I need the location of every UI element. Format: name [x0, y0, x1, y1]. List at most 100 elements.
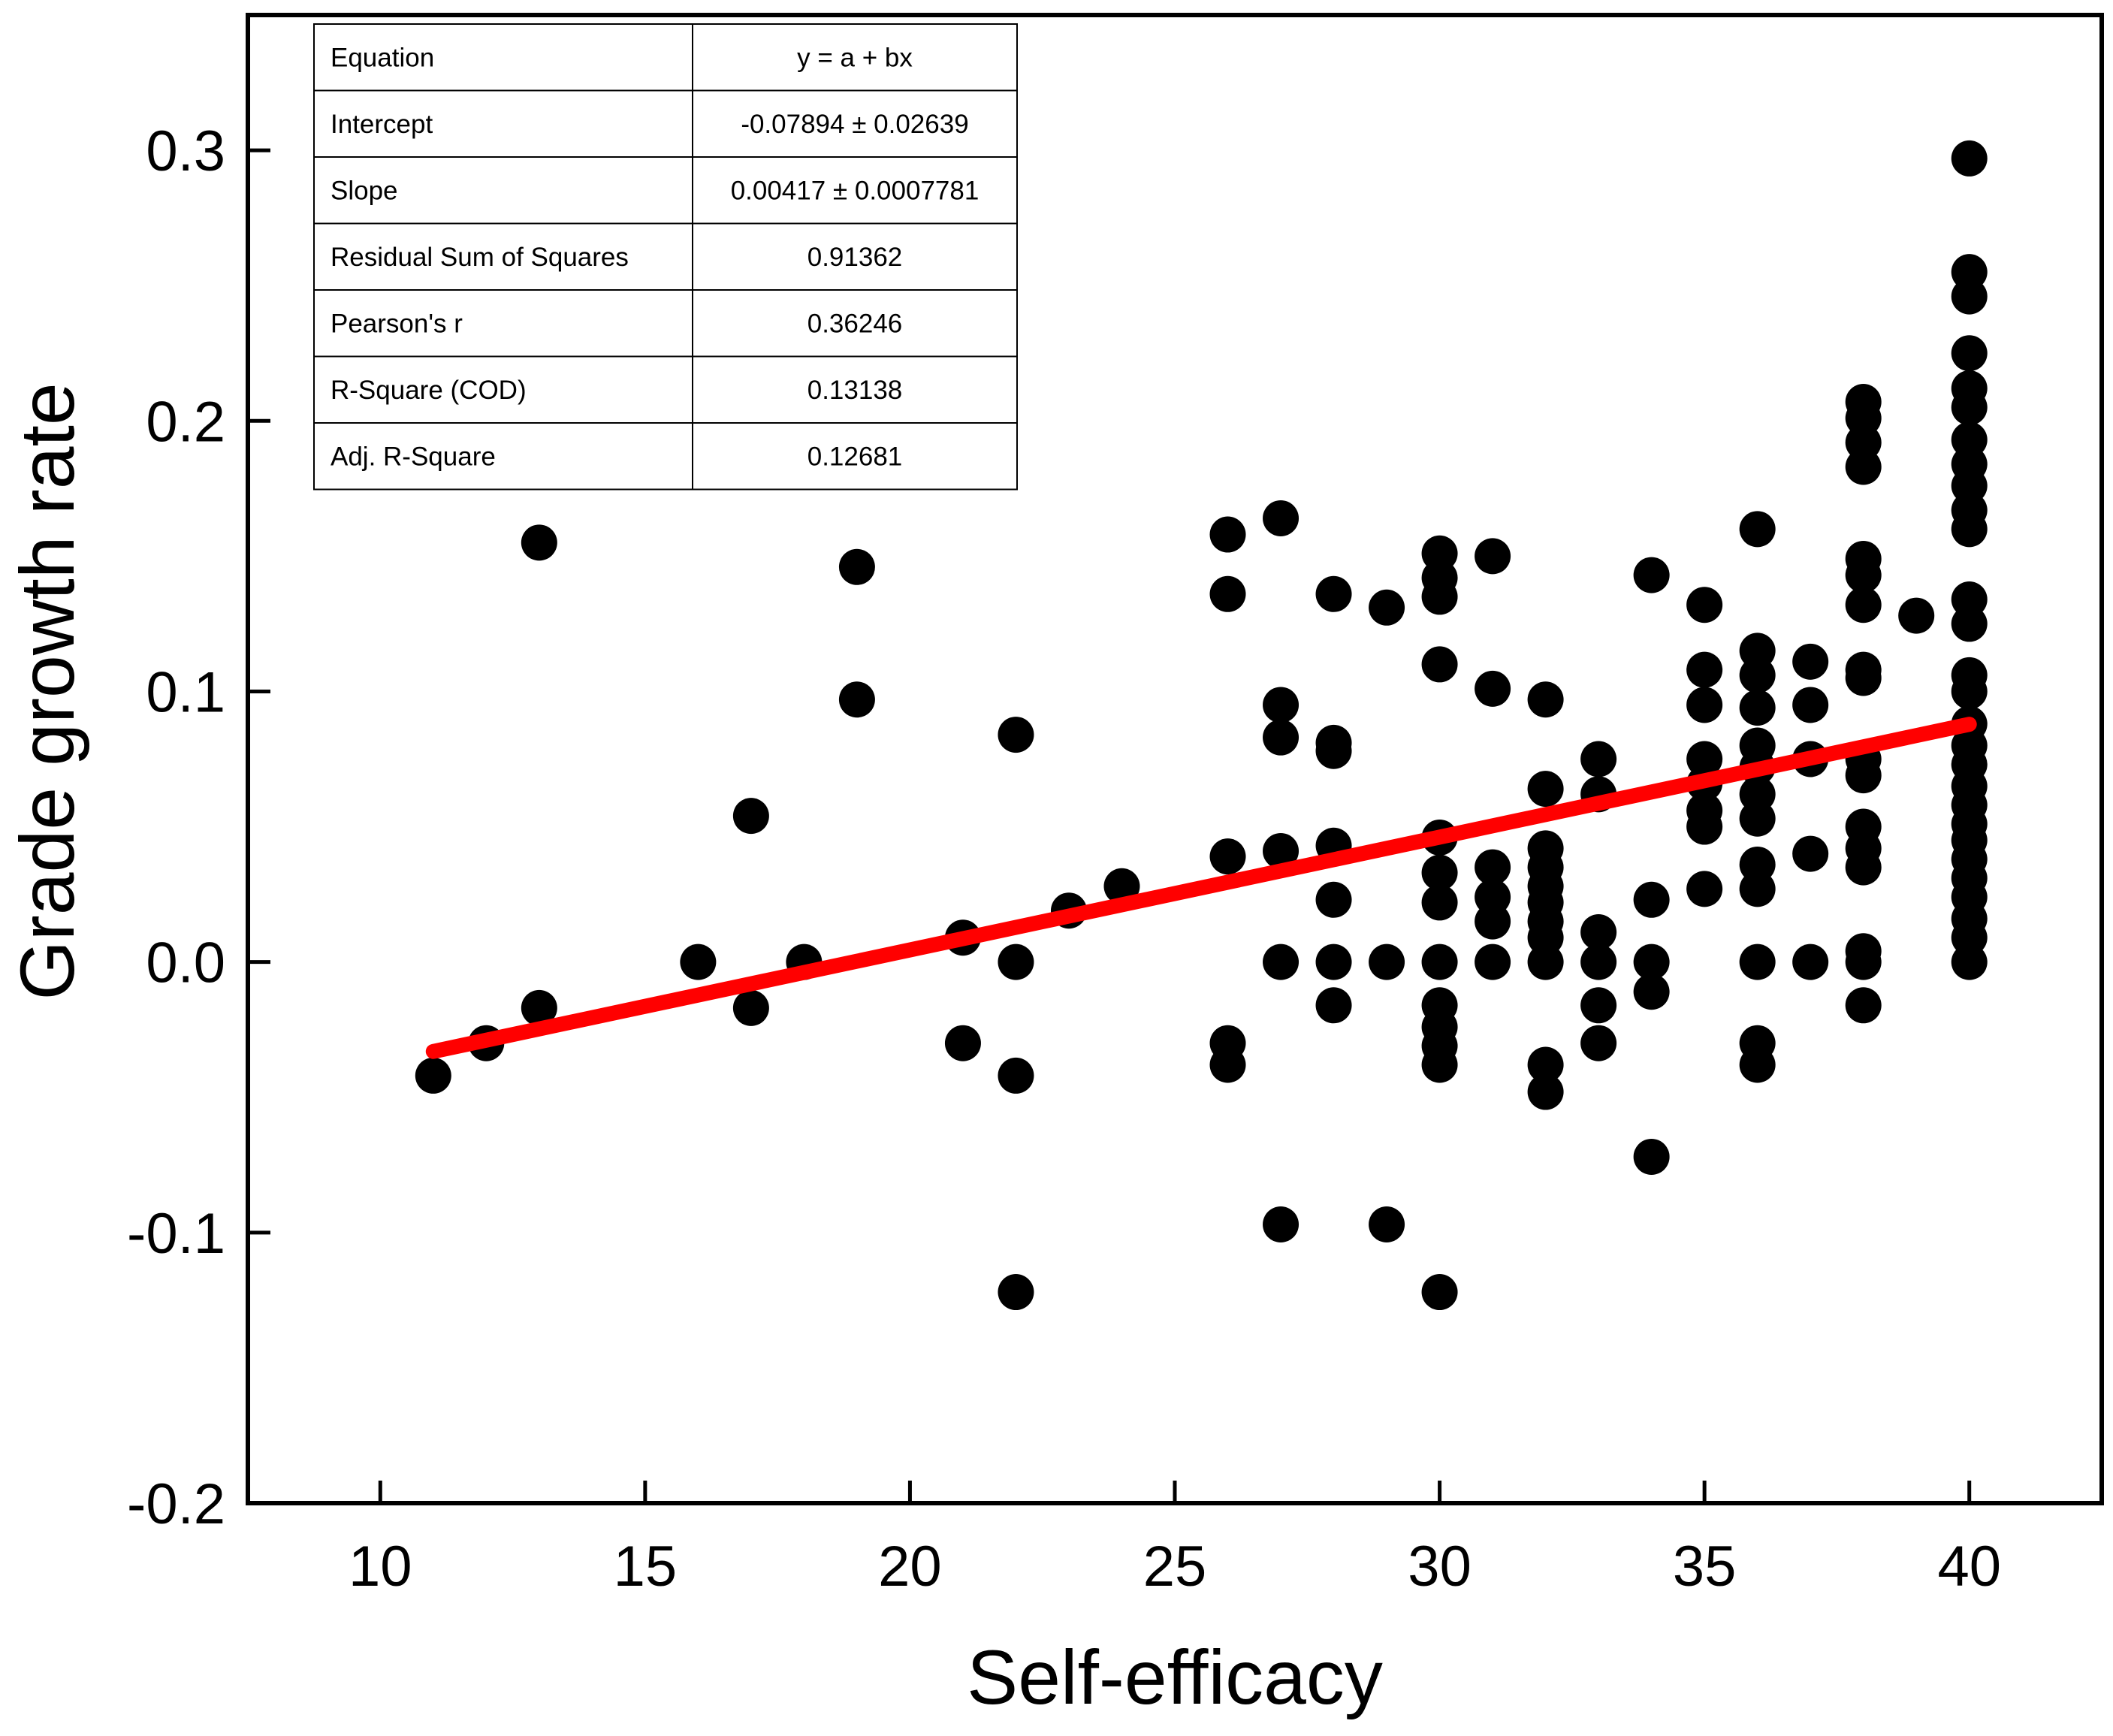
data-point [1580, 1025, 1617, 1061]
stats-label: Intercept [331, 110, 433, 139]
stats-label: Residual Sum of Squares [331, 243, 629, 272]
data-point [1263, 719, 1299, 756]
data-point [1739, 1046, 1776, 1083]
data-point [1315, 987, 1352, 1024]
data-point [1527, 943, 1564, 980]
data-point [521, 524, 557, 561]
x-axis: 10 15 20 25 30 35 40 [349, 1481, 2001, 1599]
data-point [1951, 943, 1988, 980]
data-point [1792, 643, 1829, 680]
stats-label: Slope [331, 176, 398, 205]
data-point [1845, 557, 1882, 593]
data-point [1845, 757, 1882, 794]
data-point [1475, 538, 1511, 575]
data-point [1845, 660, 1882, 696]
data-point [1580, 987, 1617, 1024]
stats-value: 0.36246 [807, 309, 903, 338]
stats-value: 0.12681 [807, 442, 903, 471]
data-point [1845, 448, 1882, 485]
data-point [1475, 670, 1511, 707]
stats-value: 0.13138 [807, 376, 903, 405]
data-point [1263, 832, 1299, 869]
data-point [998, 1274, 1034, 1311]
data-point [998, 943, 1034, 980]
data-point [1633, 881, 1670, 918]
data-point [1951, 605, 1988, 642]
data-point [1475, 849, 1511, 886]
data-point [1369, 1206, 1405, 1243]
data-point [1421, 1274, 1458, 1311]
x-tick-label: 40 [1937, 1535, 2001, 1599]
y-tick-label: 0.2 [146, 390, 225, 454]
data-point [1686, 587, 1723, 623]
data-point [1475, 903, 1511, 940]
x-tick-label: 10 [349, 1535, 412, 1599]
data-point [838, 548, 875, 585]
data-point [1475, 943, 1511, 980]
data-points [415, 140, 1988, 1311]
data-point [1739, 657, 1776, 693]
data-point [732, 989, 769, 1026]
y-axis: -0.2 -0.1 0.0 0.1 0.2 0.3 [127, 119, 270, 1536]
data-point [1633, 557, 1670, 593]
data-point [1315, 575, 1352, 612]
data-point [998, 1057, 1034, 1094]
data-point [1898, 597, 1935, 634]
x-axis-title: Self-efficacy [967, 1635, 1383, 1720]
data-point [1209, 1046, 1246, 1083]
x-tick-label: 20 [878, 1535, 942, 1599]
data-point [1263, 500, 1299, 536]
data-point [1580, 741, 1617, 777]
data-point [1421, 943, 1458, 980]
data-point [521, 989, 557, 1026]
data-point [1951, 389, 1988, 426]
data-point [1209, 575, 1246, 612]
data-point [1580, 914, 1617, 951]
stats-table: Equation y = a + bx Intercept -0.07894 ± 0.… [313, 23, 1018, 491]
data-point [1633, 1138, 1670, 1175]
stats-value: 0.00417 ± 0.0007781 [731, 176, 980, 205]
data-point [838, 681, 875, 718]
data-point [1633, 943, 1670, 980]
y-tick-label: 0.1 [146, 660, 225, 724]
data-point [1951, 278, 1988, 315]
stats-label: Equation [331, 43, 434, 72]
data-point [1527, 1046, 1564, 1083]
data-point [1792, 687, 1829, 723]
data-point [998, 717, 1034, 753]
data-point [1739, 943, 1776, 980]
data-point [1633, 974, 1670, 1010]
data-point [1263, 687, 1299, 723]
data-point [1792, 835, 1829, 872]
y-tick-label: 0.0 [146, 931, 225, 995]
data-point [1315, 881, 1352, 918]
data-point [1739, 690, 1776, 726]
data-point [1209, 516, 1246, 553]
data-point [1369, 589, 1405, 626]
data-point [1739, 800, 1776, 837]
stats-value: y = a + bx [797, 43, 913, 72]
x-tick-label: 25 [1143, 1535, 1207, 1599]
data-point [1580, 943, 1617, 980]
y-tick-label: -0.1 [127, 1202, 225, 1266]
data-point [1315, 732, 1352, 769]
y-axis-title: Grade growth rate [5, 382, 90, 1000]
data-point [1209, 838, 1246, 875]
data-point [1263, 943, 1299, 980]
data-point [1951, 335, 1988, 372]
y-tick-label: -0.2 [127, 1472, 225, 1536]
data-point [1527, 681, 1564, 718]
data-point [1951, 140, 1988, 177]
data-point [1421, 1046, 1458, 1083]
data-point [1686, 687, 1723, 723]
x-tick-label: 15 [614, 1535, 678, 1599]
data-point [1421, 578, 1458, 615]
data-point [732, 798, 769, 835]
stats-label: Pearson's r [331, 309, 463, 338]
data-point [1686, 871, 1723, 907]
data-point [415, 1057, 451, 1094]
data-point [1845, 987, 1882, 1024]
data-point [1739, 511, 1776, 548]
data-point [1527, 1073, 1564, 1110]
